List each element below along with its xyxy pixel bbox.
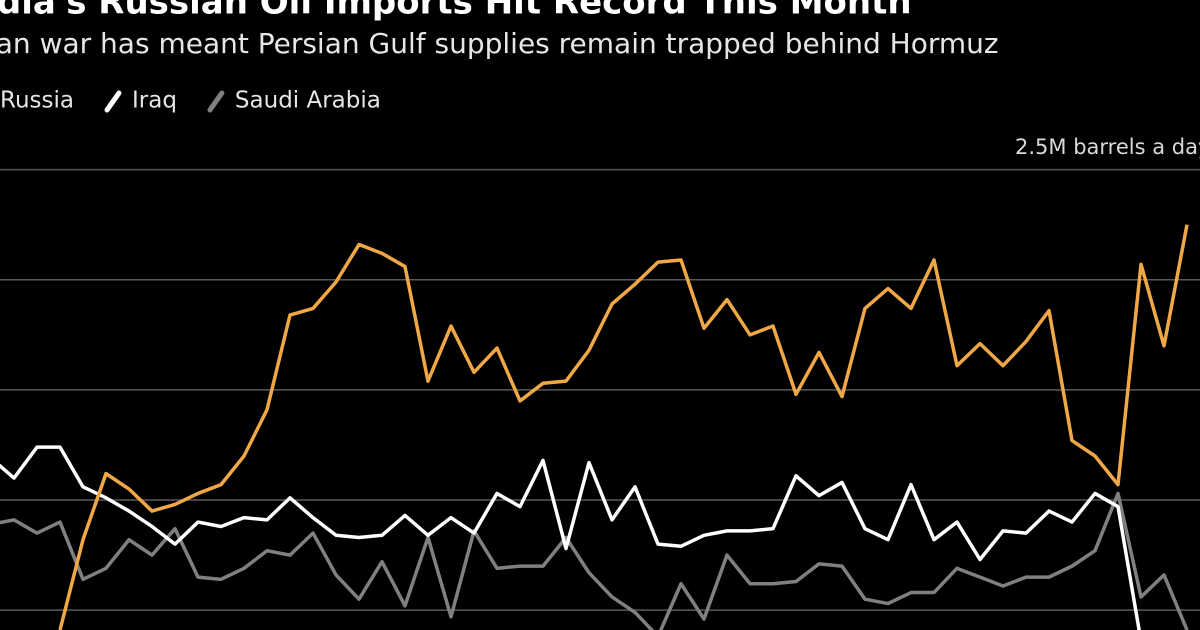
annotation: 2.5M barrels a day [1015,135,1200,159]
grid [0,168,1200,611]
legend-swatch [207,90,225,113]
legend: Russia Iraq Saudi Arabia [0,88,381,114]
legend-label: Iraq [132,88,177,114]
legend-label: Russia [0,88,74,114]
series-line [58,224,1189,630]
plot [0,224,1189,630]
series-line [0,445,1141,630]
legend-label: Saudi Arabia [235,88,381,114]
chart-subtitle: Iran war has meant Persian Gulf supplies… [0,27,999,60]
series-line [0,491,1189,630]
legend-swatch [104,90,122,113]
chart-title: India's Russian Oil Imports Hit Record T… [0,0,912,23]
